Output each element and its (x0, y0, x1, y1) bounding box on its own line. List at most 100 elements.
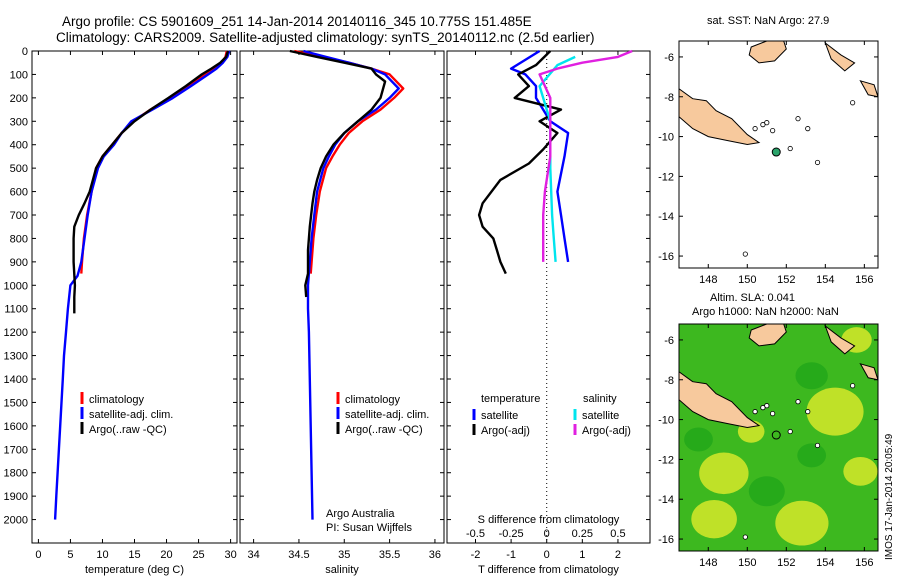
y-tick-label: 900 (10, 257, 28, 269)
land-new-guinea (679, 324, 761, 429)
x-tick-label: 152 (777, 557, 795, 569)
land-new-guinea (679, 41, 761, 146)
title-line-1: Argo profile: CS 5901609_251 14-Jan-2014… (62, 14, 532, 29)
small-island (795, 399, 801, 405)
y-tick-label: 400 (10, 140, 28, 152)
legend-label: satellite-adj. clim. (89, 409, 173, 421)
x-tick-label: 5 (67, 549, 73, 561)
land-bougainville (824, 41, 856, 72)
series-line-2 (477, 50, 563, 275)
x-tick-label: 148 (699, 274, 717, 286)
y-tick-label: 1600 (4, 421, 28, 433)
legend-title-temperature: temperature (481, 393, 540, 405)
series-line-1 (509, 49, 570, 263)
y-tick-label: 1500 (4, 397, 28, 409)
map-frame (678, 323, 879, 552)
sla-high-region (699, 452, 749, 495)
x2-tick-label: 0 (544, 528, 550, 540)
legend-label: Argo(-adj) (481, 425, 530, 437)
x2-tick-label: 0.25 (572, 528, 593, 540)
profile-panels: 0100200300400500600700800900100011001200… (4, 46, 651, 576)
land-new-britain (748, 324, 787, 347)
small-island (787, 428, 793, 435)
sla-map-title-1: Altim. SLA: 0.041 (710, 292, 795, 304)
small-island (850, 383, 856, 389)
x-axis-label: salinity (325, 564, 359, 576)
x-tick-label: 148 (699, 557, 717, 569)
x-axis-label: temperature (deg C) (85, 564, 184, 576)
y-tick-label: -16 (658, 534, 674, 546)
small-island (814, 159, 821, 166)
x-tick-label: 0 (544, 549, 550, 561)
x2-tick-label: -0.5 (466, 528, 485, 540)
series-line-1 (80, 50, 228, 274)
y-tick-label: 1300 (4, 351, 28, 363)
y-tick-label: 0 (22, 46, 28, 58)
legend-label: satellite (582, 410, 619, 422)
small-island (805, 409, 811, 415)
x-tick-label: 154 (816, 557, 834, 569)
x-tick-label: -1 (506, 549, 516, 561)
x2-axis-label: S difference from climatology (478, 514, 620, 526)
y-tick-label: -12 (658, 171, 674, 183)
series-line-4 (538, 49, 633, 262)
sla-high-region (806, 387, 864, 436)
x-tick-label: 1 (579, 549, 585, 561)
small-island (770, 128, 776, 134)
y-tick-label: 500 (10, 163, 28, 175)
y-tick-label: 1700 (4, 444, 28, 456)
x-tick-label: 156 (855, 274, 873, 286)
land-new-britain (748, 41, 787, 64)
y-tick-label: 1100 (4, 304, 28, 316)
small-island (850, 100, 856, 106)
map-content (679, 324, 878, 551)
y-tick-label: -8 (664, 375, 674, 387)
x-tick-label: 150 (738, 557, 756, 569)
y-tick-label: 2000 (4, 515, 28, 527)
sla-high-region (691, 499, 737, 539)
y-tick-label: 200 (10, 93, 28, 105)
small-island (742, 534, 748, 540)
map-content (679, 41, 878, 268)
plot-frame (239, 50, 445, 544)
legend-label: Argo(..raw -QC) (345, 424, 423, 436)
legend-label: Argo(..raw -QC) (89, 424, 167, 436)
x-tick-label: 36 (429, 549, 441, 561)
x-axis-label: T difference from climatology (478, 564, 619, 576)
y-tick-label: -8 (664, 92, 674, 104)
y-tick-label: 100 (10, 69, 28, 81)
y-tick-label: -10 (658, 415, 674, 427)
series-line-3 (289, 49, 387, 298)
sla-low-region (748, 476, 785, 507)
legend-label: climatology (345, 394, 401, 406)
small-island (770, 411, 776, 417)
series-line-2 (303, 49, 400, 520)
legend-label: Argo(-adj) (582, 425, 631, 437)
y-tick-label: 1400 (4, 374, 28, 386)
small-island (805, 126, 811, 132)
y-tick-label: 1000 (4, 280, 28, 292)
y-tick-label: 700 (10, 210, 28, 222)
small-island (742, 251, 748, 257)
series-line-3 (72, 50, 230, 314)
small-island (764, 120, 770, 126)
x-tick-label: 25 (192, 549, 204, 561)
sst-map-title: sat. SST: NaN Argo: 27.9 (707, 15, 830, 27)
credit-line-2: PI: Susan Wijffels (326, 522, 412, 534)
small-island (787, 145, 793, 152)
y-tick-label: 1900 (4, 491, 28, 503)
sla-map: 148 150 152 154 156 -6 -8 -10 -12 -14 -16 (658, 323, 879, 569)
legend-title-salinity: salinity (583, 393, 617, 405)
land-solomon (859, 362, 878, 381)
y-tick-label: 800 (10, 233, 28, 245)
timestamp-footer: IMOS 17-Jan-2014 20:05:49 (884, 433, 895, 560)
x-tick-label: 10 (96, 549, 108, 561)
sla-low-region (795, 362, 828, 390)
small-island (752, 126, 758, 132)
y-tick-label: 300 (10, 116, 28, 128)
x-tick-label: 30 (224, 549, 236, 561)
x-tick-label: 15 (128, 549, 140, 561)
y-tick-label: -6 (664, 335, 674, 347)
y-tick-label: 1800 (4, 468, 28, 480)
